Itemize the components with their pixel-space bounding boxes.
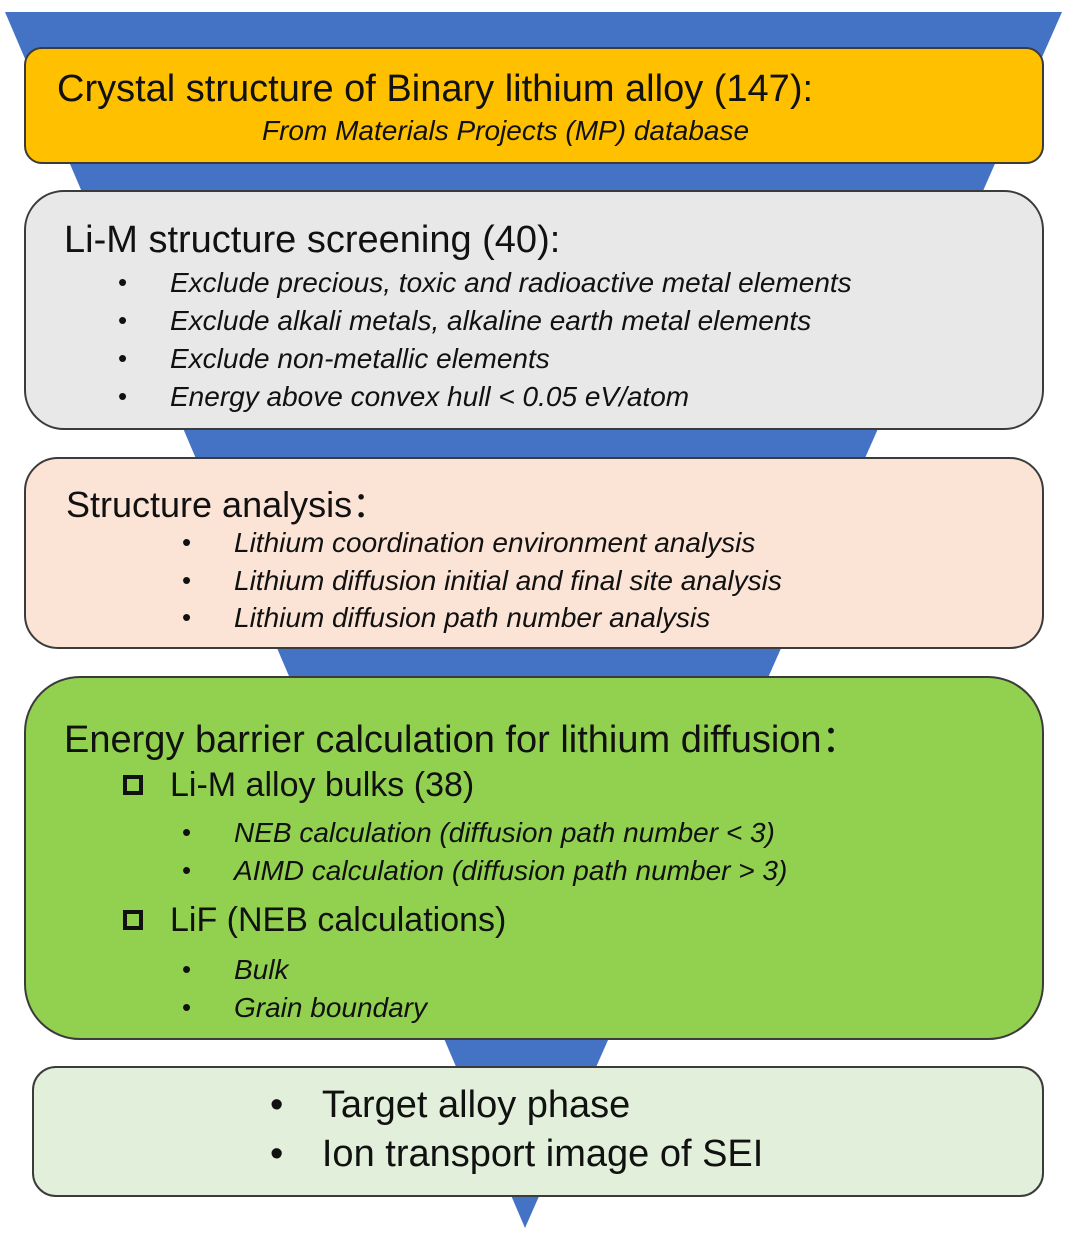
step-screening-title: Li-M structure screening (40):: [64, 219, 561, 261]
bullet-dot: •: [182, 855, 192, 885]
step-crystal-structure-title: Crystal structure of Binary lithium allo…: [57, 68, 814, 110]
step-energy-barrier-box: [24, 676, 1044, 1040]
bullet-dot: •: [182, 527, 192, 557]
analysis-item: • Lithium diffusion path number analysis: [182, 602, 710, 634]
screening-item-text: Exclude non-metallic elements: [170, 343, 550, 374]
analysis-item-text: Lithium coordination environment analysi…: [234, 527, 756, 558]
step-outcome-box: [32, 1066, 1044, 1197]
energy-item: • NEB calculation (diffusion path number…: [182, 817, 775, 849]
outcome-item-text: Ion transport image of SEI: [321, 1133, 764, 1175]
energy-item-text: Grain boundary: [234, 992, 428, 1023]
analysis-item-text: Lithium diffusion path number analysis: [234, 602, 711, 633]
outcome-item: • Ion transport image of SEI: [270, 1133, 763, 1176]
step-crystal-structure-subtitle: From Materials Projects (MP) database: [262, 115, 750, 146]
screening-item: • Exclude alkali metals, alkaline earth …: [118, 305, 811, 337]
energy-item-text: AIMD calculation (diffusion path number …: [234, 855, 788, 886]
bullet-dot: •: [118, 305, 128, 335]
energy-item: • Grain boundary: [182, 992, 427, 1024]
step-crystal-structure-box: [24, 47, 1044, 164]
step-screening-box: [24, 190, 1044, 430]
screening-item-text: Exclude alkali metals, alkaline earth me…: [170, 305, 812, 336]
group-label-alloy-bulks: Li-M alloy bulks (38): [170, 766, 475, 804]
step-energy-barrier-title: Energy barrier calculation for lithium d…: [64, 719, 860, 761]
group-label-lif: LiF (NEB calculations): [170, 901, 507, 939]
bullet-dot: •: [182, 565, 192, 595]
bullet-dot: •: [182, 817, 192, 847]
analysis-item: • Lithium diffusion initial and final si…: [182, 565, 782, 597]
screening-item: • Energy above convex hull < 0.05 eV/ato…: [118, 381, 689, 413]
outcome-item: • Target alloy phase: [270, 1084, 630, 1127]
outcome-item-text: Target alloy phase: [321, 1084, 631, 1126]
screening-item-text: Energy above convex hull < 0.05 eV/atom: [170, 381, 690, 412]
bullet-dot: •: [182, 992, 192, 1022]
bullet-dot: •: [118, 267, 128, 297]
bullet-dot: •: [118, 343, 128, 373]
bullet-dot: •: [270, 1084, 284, 1126]
checkbox-square-icon: [123, 775, 143, 795]
screening-item-text: Exclude precious, toxic and radioactive …: [170, 267, 852, 298]
energy-item-text: NEB calculation (diffusion path number <…: [234, 817, 775, 848]
step-structure-analysis-box: [24, 457, 1044, 649]
analysis-item: • Lithium coordination environment analy…: [182, 527, 755, 559]
bullet-dot: •: [182, 954, 192, 984]
bullet-dot: •: [118, 381, 128, 411]
bullet-dot: •: [182, 602, 192, 632]
analysis-item-text: Lithium diffusion initial and final site…: [234, 565, 782, 596]
checkbox-square-icon: [123, 910, 143, 930]
energy-item-text: Bulk: [234, 954, 289, 985]
step-structure-analysis-title: Structure analysis：: [66, 484, 389, 525]
screening-item: • Exclude precious, toxic and radioactiv…: [118, 267, 852, 299]
energy-item: • AIMD calculation (diffusion path numbe…: [182, 855, 787, 887]
screening-item: • Exclude non-metallic elements: [118, 343, 550, 375]
bullet-dot: •: [270, 1133, 284, 1175]
energy-item: • Bulk: [182, 954, 288, 986]
